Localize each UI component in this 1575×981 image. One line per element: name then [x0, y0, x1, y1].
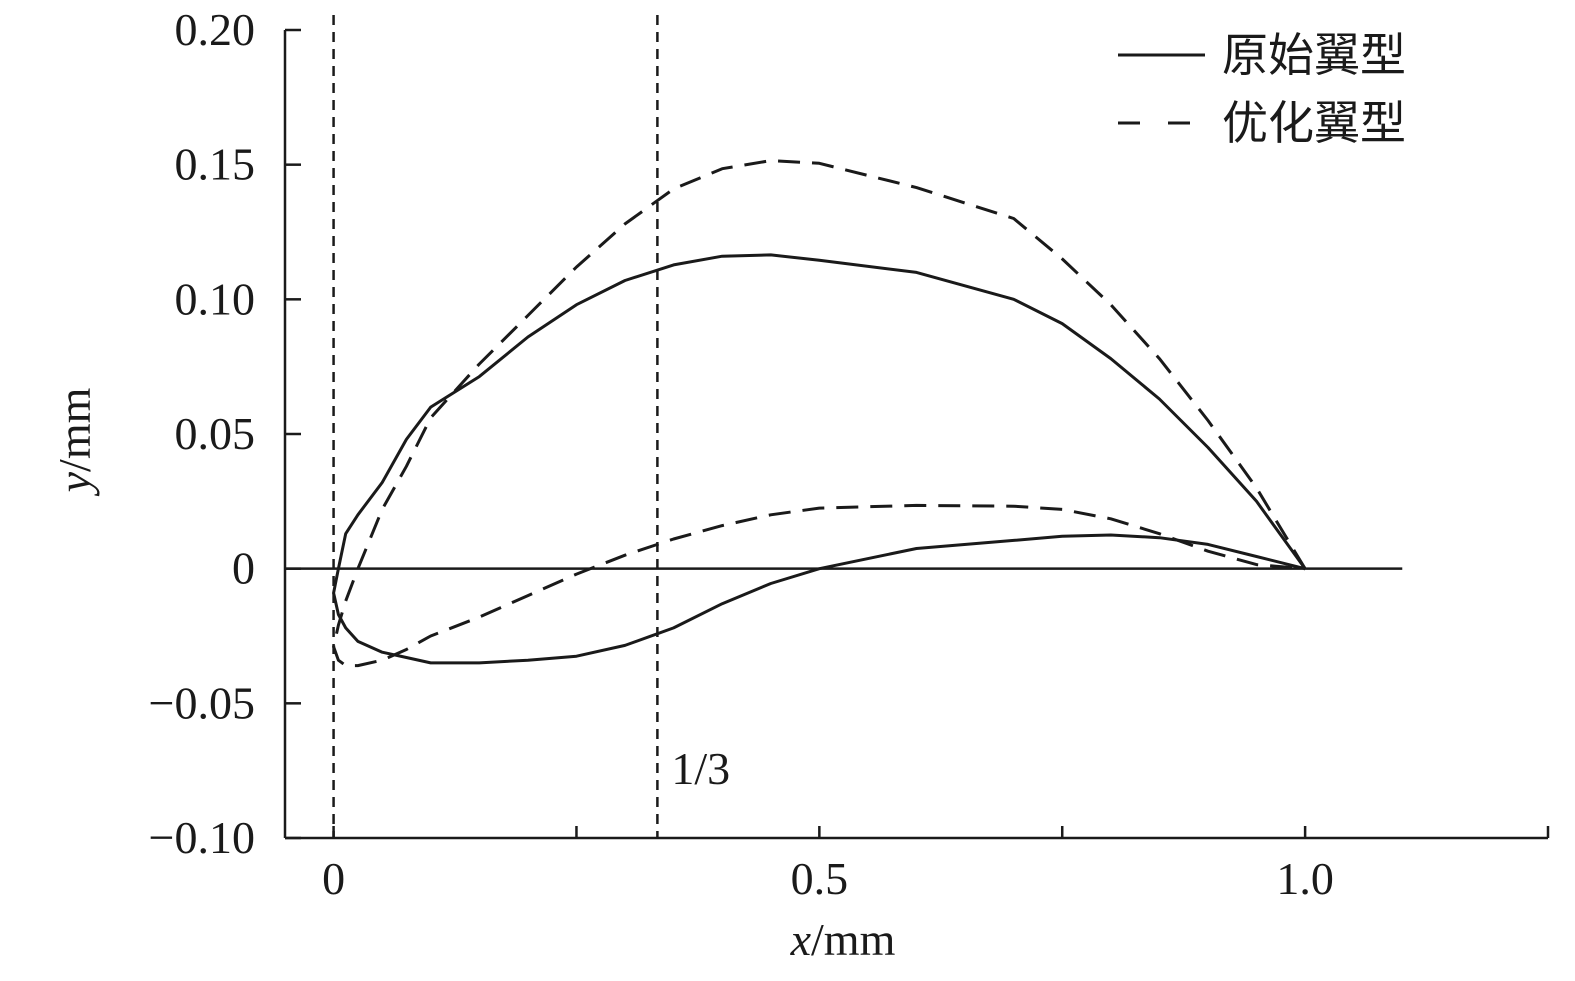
x-axis-unit: /mm	[811, 914, 896, 965]
y-tick-label: 0.20	[175, 4, 256, 55]
tick-labels: 0.20 0.15 0.10 0.05 0 −0.05 −0.10 0 0.5 1.0 1/3	[149, 4, 1334, 904]
y-axis-var: y	[49, 471, 100, 496]
y-tick-label: 0.10	[175, 273, 256, 324]
y-tick-label: 0	[232, 543, 255, 594]
y-axis-label: y/mm	[49, 387, 100, 496]
y-axis-unit: /mm	[49, 387, 100, 472]
series-line-2	[332, 159, 1307, 668]
x-tick-label: 0.5	[791, 853, 849, 904]
y-tick-label: 0.05	[175, 408, 256, 459]
x-tick-label: 1.0	[1276, 853, 1334, 904]
x-axis-label: x/mm	[790, 914, 896, 965]
x-axis-var: x	[790, 914, 812, 965]
series-curves	[332, 159, 1307, 668]
y-tick-label: −0.05	[149, 677, 255, 728]
y-tick-label: 0.15	[175, 139, 256, 190]
reference-lines	[285, 15, 1403, 838]
legend-label: 优化翼型	[1222, 98, 1406, 149]
series-line-1	[332, 253, 1307, 665]
axes	[283, 28, 1550, 840]
legend-label: 原始翼型	[1222, 30, 1406, 81]
ref-line-label: 1/3	[671, 743, 730, 794]
y-tick-label: −0.10	[149, 812, 255, 863]
x-tick-label: 0	[322, 853, 345, 904]
